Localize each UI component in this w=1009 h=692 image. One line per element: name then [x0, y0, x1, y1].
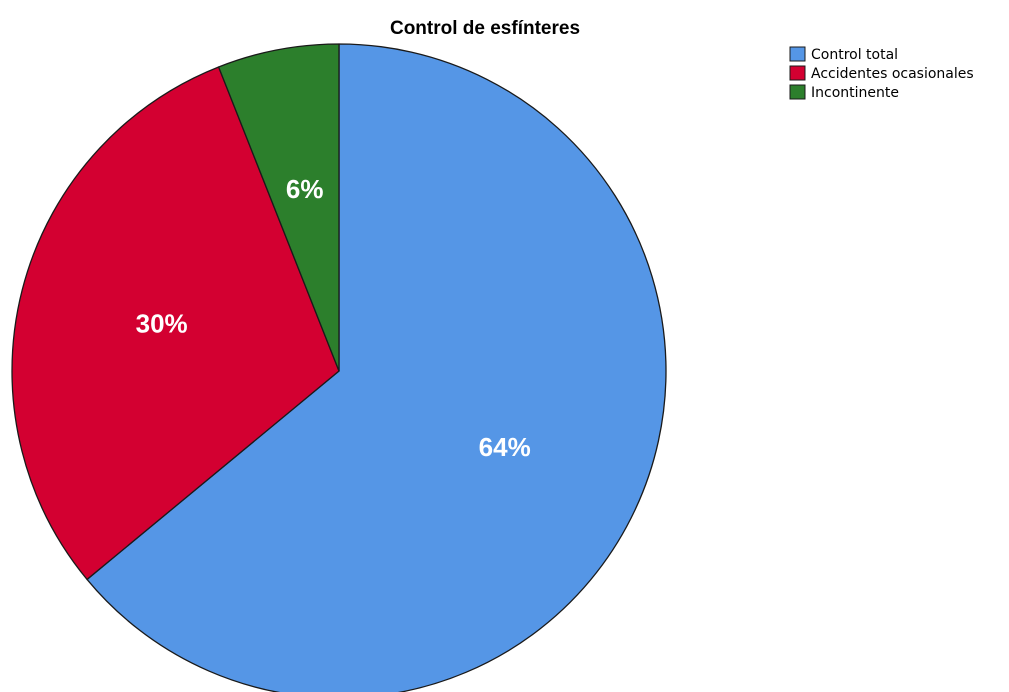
legend-swatch-incontinente — [789, 84, 806, 100]
pie-slices — [11, 43, 667, 692]
pie-slice-accidentes-ocasionales — [11, 66, 340, 581]
legend-swatch-accidentes-ocasionales — [789, 65, 806, 81]
legend-label-control-total: Control total — [811, 47, 898, 63]
data-label-incontinente: 6% — [286, 174, 324, 204]
pie-slice-control-total — [86, 43, 667, 692]
legend: Control total Accidentes ocasionales Incon… — [789, 46, 974, 101]
data-label-accidentes-ocasionales: 30% — [136, 308, 188, 338]
pie-slice-incontinente — [217, 43, 340, 372]
chart-title: Control de esfínteres — [390, 18, 580, 39]
pie-data-labels: 64% 30% 6% — [136, 174, 531, 462]
legend-swatch-control-total — [789, 46, 806, 62]
legend-label-incontinente: Incontinente — [811, 85, 899, 101]
data-label-control-total: 64% — [479, 432, 531, 462]
legend-label-accidentes-ocasionales: Accidentes ocasionales — [811, 66, 974, 82]
